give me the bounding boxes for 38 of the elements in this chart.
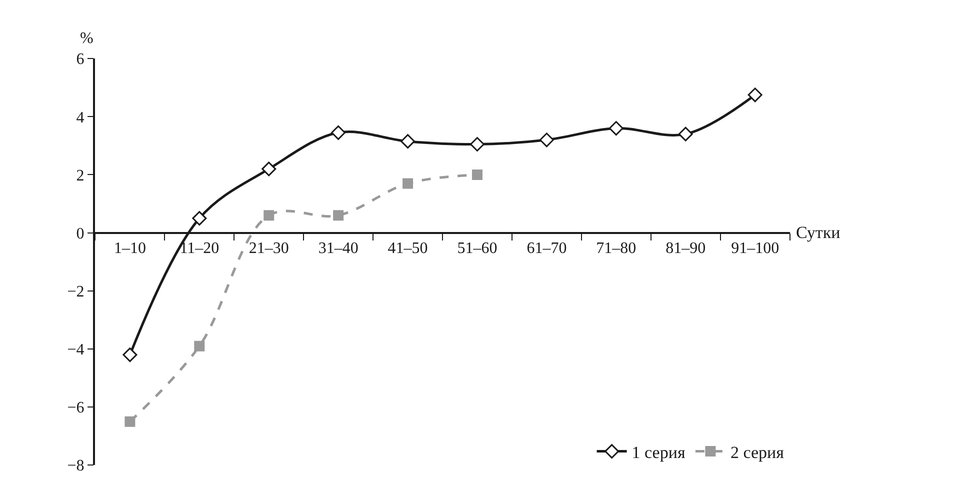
x-tick-label: 21–30 [248,240,289,257]
point [192,211,207,226]
point [331,125,346,140]
y-tick-label: 4 [76,109,84,126]
x-tick-label: 81–90 [666,240,706,257]
point [400,134,416,149]
point [539,132,554,148]
point [608,121,624,136]
y-axis-title: % [80,30,94,47]
y-tick-label: −6 [67,400,84,417]
x-tick-label: 91–100 [731,240,780,257]
x-tick-label: 41–50 [388,240,428,257]
x-tick-label: 31–40 [318,240,358,257]
x-tick-label: 11–20 [180,240,220,257]
y-tick-label: −2 [67,284,84,300]
y-tick-label: 2 [76,167,84,184]
point [262,162,276,176]
point [122,348,138,362]
point [402,178,414,189]
point [678,126,693,142]
point [194,340,205,352]
y-tick-label: 0 [76,225,84,242]
x-tick-label: 61–70 [526,240,567,257]
point [264,210,274,221]
point [472,169,482,180]
point [124,416,136,427]
y-tick-label: 6 [76,51,84,68]
x-tick-label: 51–60 [457,240,498,257]
x-tick-label: 71–80 [596,240,636,257]
y-tick-label: −8 [67,458,84,475]
legend-label: 2 серия [730,442,784,462]
point [470,137,484,152]
x-tick-label: 1–10 [114,240,146,257]
point [333,210,344,221]
point [748,88,762,102]
x-axis-title: Сутки [796,223,840,242]
legend-label: 1 серия [632,442,686,462]
y-tick-label: −4 [67,342,84,359]
